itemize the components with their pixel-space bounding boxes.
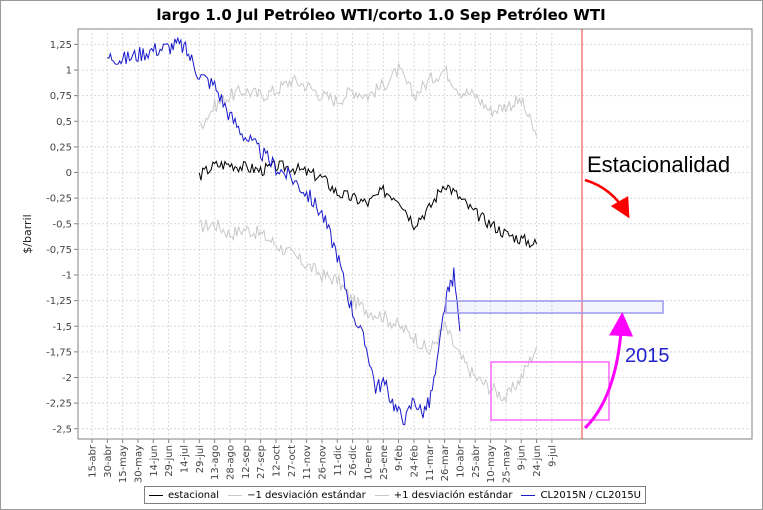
legend-label-minus-std: −1 desviación estándar	[247, 489, 366, 501]
legend-item-estacional: estacional	[149, 490, 219, 501]
x-tick-label: 29-jun	[164, 445, 175, 477]
x-tick-label: 10-may	[486, 445, 497, 483]
legend-swatch-plus-std	[374, 494, 389, 496]
y-tick-label: 0	[66, 168, 72, 179]
x-tick-label: 27-sep	[256, 445, 267, 479]
series-line-estacional	[198, 160, 538, 249]
x-tick-label: 27-oct	[287, 445, 298, 477]
x-tick-label: 9-jun	[517, 445, 528, 470]
x-tick-label: 11-dic	[333, 445, 344, 476]
y-axis-label: $/barril	[21, 214, 34, 253]
x-tick-label: 24-feb	[409, 445, 420, 477]
y-tick-label: 0,25	[50, 142, 72, 153]
y-tick-label: -0,25	[46, 194, 72, 205]
y-tick-label: 0,75	[50, 91, 72, 102]
annotation-estacionalidad: Estacionalidad	[587, 152, 730, 177]
x-axis-ticks: 15-abr 30-abr 15-may 30-may 14-jun 29-jun 14-j…	[88, 439, 558, 483]
x-tick-label: 12-oct	[271, 445, 282, 477]
y-tick-label: -1,5	[52, 322, 72, 333]
x-tick-label: 30-abr	[103, 444, 114, 478]
x-tick-label: 10-ene	[363, 445, 374, 480]
series-line-desv_plus	[198, 63, 538, 137]
series-line-desv_minus	[199, 219, 538, 404]
x-tick-label: 9-feb	[394, 445, 405, 471]
x-tick-label: 25-may	[501, 445, 512, 483]
y-tick-label: -1,25	[46, 296, 72, 307]
x-tick-label: 26-mar	[440, 444, 451, 481]
x-tick-label: 13-ago	[210, 445, 221, 480]
legend-swatch-estacional	[149, 494, 163, 496]
y-tick-label: -2,5	[52, 424, 72, 435]
legend-item-minus-std: −1 desviación estándar	[228, 490, 366, 501]
x-tick-label: 28-ago	[225, 445, 236, 480]
legend-label-plus-std: +1 desviación estándar	[393, 489, 513, 501]
y-tick-label: -2,25	[46, 399, 72, 410]
series-line-cl2015	[107, 36, 461, 426]
x-tick-label: 24-jun	[532, 445, 543, 477]
legend-swatch-minus-std	[228, 494, 243, 496]
legend-item-plus-std: +1 desviación estándar	[374, 489, 513, 501]
series-lines	[107, 36, 538, 426]
legend-label-cl2015: CL2015N / CL2015U	[540, 489, 642, 501]
x-tick-label: 9-jul	[547, 445, 558, 467]
chart-title: largo 1.0 Jul Petróleo WTI/corto 1.0 Sep…	[156, 6, 605, 24]
grid	[78, 29, 752, 439]
x-tick-label: 11-nov	[302, 445, 313, 480]
y-tick-label: 1,25	[50, 40, 72, 51]
annotations	[445, 29, 664, 439]
y-tick-label: 0,5	[56, 117, 72, 128]
legend-label-estacional: estacional	[168, 489, 220, 501]
x-tick-label: 15-abr	[88, 444, 99, 478]
legend-item-cl2015: CL2015N / CL2015U	[521, 490, 641, 501]
y-tick-label: 1	[66, 66, 72, 77]
arrow-2015	[583, 312, 634, 430]
arrow-estacionalidad	[584, 178, 630, 219]
y-tick-label: -0,5	[52, 219, 72, 230]
x-tick-label: 12-sep	[241, 445, 252, 479]
legend: estacional −1 desviación estándar +1 des…	[144, 486, 647, 504]
x-tick-label: 11-mar	[425, 444, 436, 481]
y-axis-ticks: 1,25 1 0,75 0,5 0,25 0 -0,25 -0,5 -0,75 -1 -1,25 -1…	[46, 40, 78, 435]
x-tick-label: 15-may	[118, 445, 129, 483]
x-tick-label: 14-jul	[179, 445, 190, 473]
y-tick-label: -1	[62, 271, 72, 282]
x-tick-label: 26-dic	[348, 445, 359, 476]
x-tick-label: 10-abr	[455, 444, 466, 478]
y-tick-label: -1,75	[46, 347, 72, 358]
highlight-box-blue	[445, 300, 664, 314]
x-tick-label: 14-jun	[149, 445, 160, 477]
x-tick-label: 25-abr	[471, 444, 482, 478]
x-tick-label: 29-jul	[195, 445, 206, 473]
x-tick-label: 30-may	[133, 445, 144, 483]
x-tick-label: 26-nov	[317, 445, 328, 480]
y-tick-label: -2	[62, 373, 72, 384]
x-tick-label: 25-ene	[379, 445, 390, 480]
legend-swatch-cl2015	[521, 494, 536, 496]
annotation-2015: 2015	[625, 345, 670, 367]
y-tick-label: -0,75	[46, 245, 72, 256]
